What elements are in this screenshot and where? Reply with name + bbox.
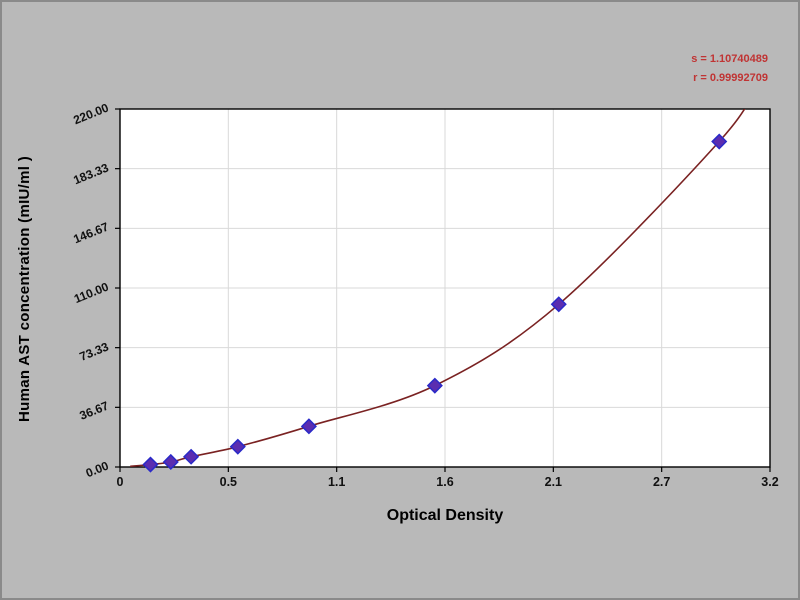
fit-s-value: s = 1.10740489 <box>691 53 768 65</box>
fit-curve <box>130 109 746 467</box>
x-axis-title: Optical Density <box>386 507 504 524</box>
x-tick-label: 2.7 <box>652 475 671 489</box>
x-tick-label: 1.1 <box>327 475 346 489</box>
y-tick-label: 73.33 <box>77 339 111 364</box>
x-tick-label: 1.6 <box>436 475 454 489</box>
y-axis-title: Human AST concentration (mIU/ml ) <box>16 155 33 423</box>
data-point <box>550 296 567 313</box>
data-point <box>183 448 200 465</box>
data-point <box>162 453 179 471</box>
data-point <box>711 133 728 150</box>
plot-area <box>120 109 770 467</box>
x-tick-label: 0.5 <box>219 475 238 489</box>
y-tick-label: 146.67 <box>71 219 111 247</box>
fit-statistics: s = 1.10740489 r = 0.99992709 <box>691 50 768 88</box>
data-point <box>426 377 443 394</box>
data-point <box>229 438 246 455</box>
x-tick-label: 0 <box>116 475 124 489</box>
y-tick-label: 110.00 <box>71 279 111 306</box>
x-tick-label: 3.2 <box>761 475 779 489</box>
data-point <box>300 418 317 435</box>
x-tick-label: 2.1 <box>544 475 563 489</box>
y-tick-label: 183.33 <box>71 160 111 187</box>
data-point <box>142 456 159 473</box>
plot-border <box>119 108 771 468</box>
y-tick-label: 220.00 <box>71 100 111 128</box>
fit-r-value: r = 0.99992709 <box>693 72 768 84</box>
y-tick-label: 36.67 <box>77 398 111 424</box>
